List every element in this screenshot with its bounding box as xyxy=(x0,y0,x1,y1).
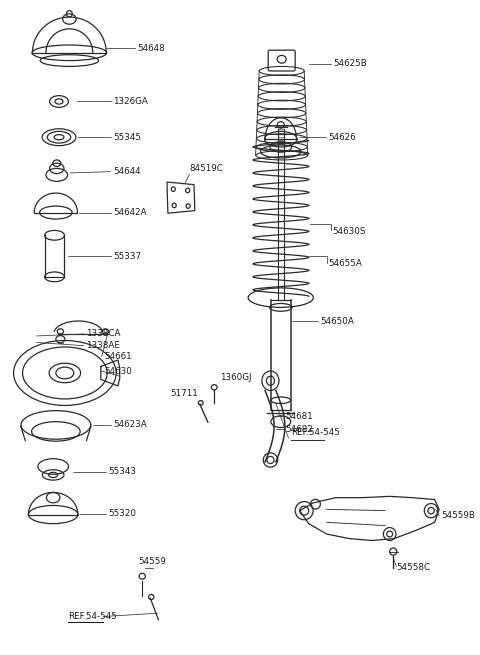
Text: 54648: 54648 xyxy=(138,44,166,53)
Text: 84519C: 84519C xyxy=(190,164,223,173)
Text: 54644: 54644 xyxy=(113,167,141,176)
Text: 1338AE: 1338AE xyxy=(86,341,120,350)
Text: 54630S: 54630S xyxy=(333,227,366,236)
Text: 55343: 55343 xyxy=(108,467,136,476)
Text: 54655A: 54655A xyxy=(328,259,362,269)
Text: 54630: 54630 xyxy=(104,367,132,375)
Text: 54623A: 54623A xyxy=(113,421,147,430)
Text: 54661: 54661 xyxy=(104,352,132,361)
Text: 54681: 54681 xyxy=(285,412,313,421)
Text: 54558C: 54558C xyxy=(396,563,431,572)
Text: 54559B: 54559B xyxy=(442,512,475,520)
Text: 1360GJ: 1360GJ xyxy=(220,373,251,382)
Text: REF.54-545: REF.54-545 xyxy=(291,428,339,437)
Text: 54650A: 54650A xyxy=(320,316,354,326)
Text: REF.54-545: REF.54-545 xyxy=(68,612,117,621)
Text: 55337: 55337 xyxy=(113,252,141,261)
Text: 1326GA: 1326GA xyxy=(113,97,148,106)
Text: 1338CA: 1338CA xyxy=(86,329,120,339)
Text: 54626: 54626 xyxy=(328,133,356,141)
Text: 55320: 55320 xyxy=(108,510,136,518)
Text: 55345: 55345 xyxy=(113,133,141,141)
Text: 51711: 51711 xyxy=(170,388,198,398)
Text: 54682: 54682 xyxy=(285,425,313,434)
Text: 54642A: 54642A xyxy=(113,208,146,217)
Text: 54625B: 54625B xyxy=(334,60,367,68)
Text: 54559: 54559 xyxy=(139,557,167,567)
